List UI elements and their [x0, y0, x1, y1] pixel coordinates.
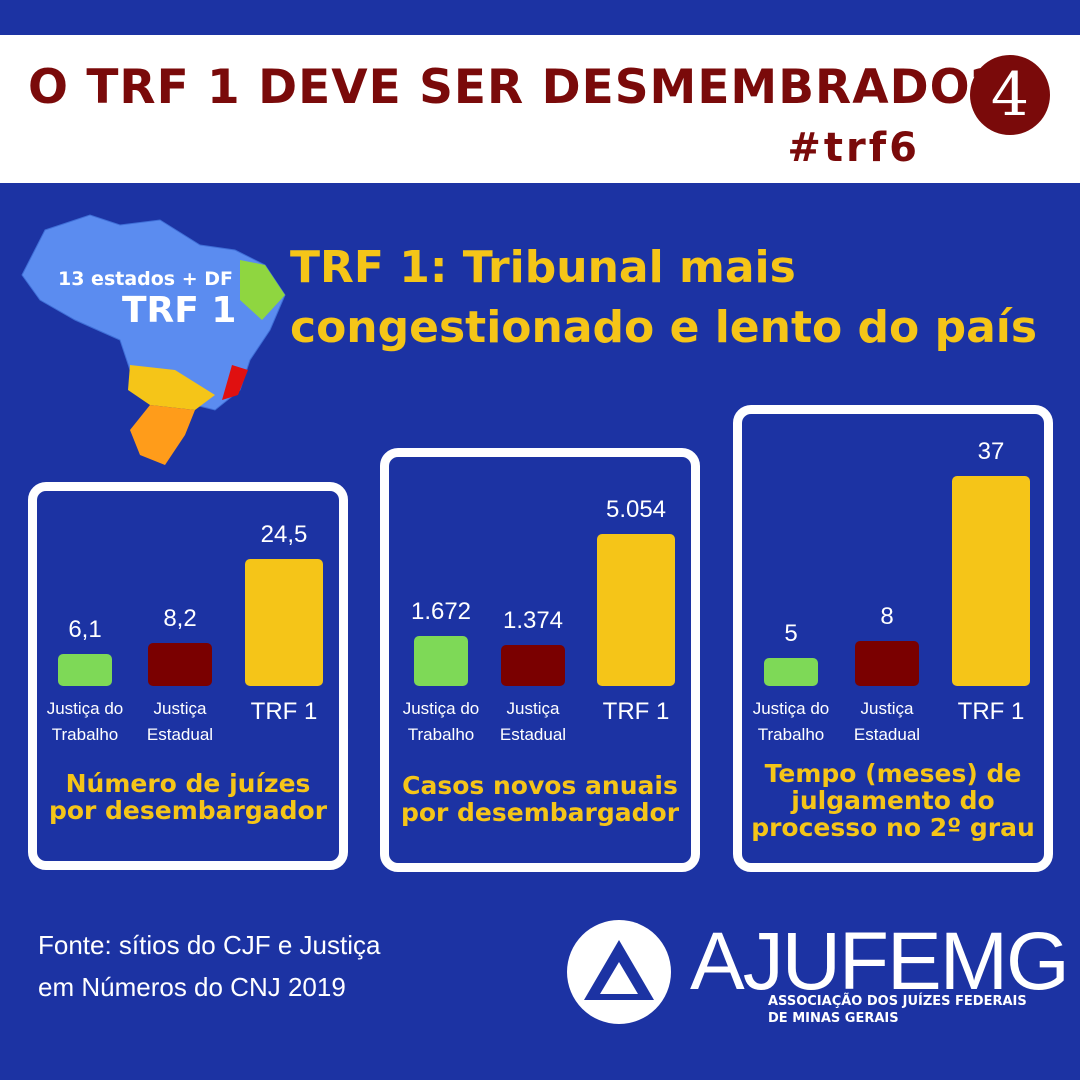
map-region: [128, 365, 215, 410]
source: em Números do CNJ 2019: [38, 972, 346, 1002]
map-label: 13 estados + DF: [58, 268, 234, 290]
bar: [855, 640, 919, 686]
value-label: 1.672: [410, 597, 472, 625]
value-label: 37: [977, 438, 1005, 465]
value-label: 24,5: [260, 521, 308, 548]
page-number: 4: [970, 55, 1050, 135]
title: O TRF 1 DEVE SER DESMEMBRADO?: [28, 60, 999, 115]
category-label: Justiça do Trabalho: [402, 699, 480, 744]
bar: [501, 644, 565, 686]
chart-title: Tempo (meses) de julgamento do processo …: [751, 759, 1035, 842]
map-region: [240, 260, 285, 320]
category-label: Justiça Estadual: [146, 699, 214, 744]
value-label: 5.054: [605, 496, 667, 523]
value-label: 8: [880, 602, 894, 630]
chart-title: Número de juízes por desembargador: [48, 769, 328, 825]
category-label: Justiça do Trabalho: [46, 699, 124, 744]
value-label: 6,1: [68, 616, 102, 644]
chart-panel: [733, 405, 1053, 872]
value-label: 8,2: [163, 605, 197, 633]
category-label: Justiça Estadual: [853, 699, 921, 744]
source: Fonte: sítios do CJF e Justiça: [38, 930, 381, 960]
chart-panel: [28, 482, 348, 870]
map-region: [130, 405, 195, 465]
headline: congestionado e lento do país: [290, 302, 1038, 353]
chart-panel: [380, 448, 700, 872]
value-label: 5: [784, 619, 798, 647]
hashtag: #trf6: [787, 125, 920, 171]
bar: [952, 476, 1030, 686]
category-label: TRF 1: [602, 698, 670, 725]
logo-icon: [567, 920, 671, 1024]
map-region: [222, 365, 248, 400]
header-band: [0, 35, 1080, 183]
chart-title: Casos novos anuais por desembargador: [400, 771, 680, 827]
logo-tagline: ASSOCIAÇÃO DOS JUÍZES FEDERAIS: [768, 994, 1027, 1009]
logo-name: AJUFEMG: [690, 916, 1070, 1007]
bar: [58, 654, 112, 686]
bar: [764, 657, 818, 686]
map-name: TRF 1: [122, 290, 237, 331]
category-label: Justiça Estadual: [499, 699, 567, 744]
bar: [148, 643, 212, 686]
map: [21, 214, 286, 465]
bar: [245, 559, 323, 686]
bar: [414, 635, 468, 686]
value-label: 1.374: [502, 606, 564, 634]
bar: [597, 534, 675, 686]
category-label: Justiça do Trabalho: [752, 699, 830, 744]
logo-tagline: DE MINAS GERAIS: [768, 1011, 899, 1026]
category-label: TRF 1: [957, 698, 1025, 725]
category-label: TRF 1: [250, 698, 318, 725]
headline: TRF 1: Tribunal mais: [290, 242, 796, 293]
